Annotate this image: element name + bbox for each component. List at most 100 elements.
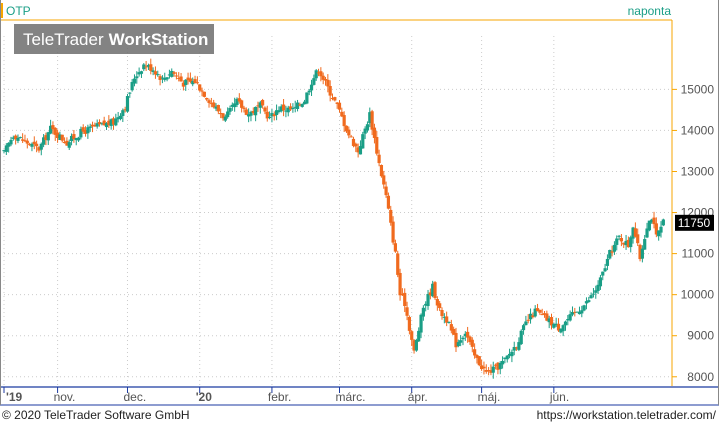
candle-body bbox=[538, 309, 542, 313]
x-tick-label: '19 bbox=[6, 390, 23, 404]
candle-body bbox=[461, 337, 465, 340]
candle-body bbox=[505, 355, 509, 360]
candle-body bbox=[268, 116, 272, 118]
candle-body bbox=[351, 138, 356, 146]
candle-body bbox=[48, 125, 53, 134]
candle-body bbox=[44, 135, 48, 140]
candle-body bbox=[177, 77, 181, 79]
candle-body bbox=[30, 143, 34, 147]
candle-body bbox=[326, 79, 330, 87]
candle-body bbox=[612, 244, 617, 252]
candle-body bbox=[118, 115, 123, 120]
x-tick-label: márc. bbox=[335, 390, 365, 404]
candle-body bbox=[535, 308, 540, 312]
y-tick-label: 10000 bbox=[681, 288, 715, 302]
x-tick-label: dec. bbox=[123, 390, 146, 404]
candle-body bbox=[100, 122, 104, 124]
x-tick-label: nov. bbox=[54, 390, 76, 404]
candle-body bbox=[403, 292, 407, 307]
candle-body bbox=[32, 141, 36, 145]
candle-body bbox=[184, 79, 188, 86]
candle-body bbox=[608, 250, 612, 259]
x-tick-label: '20 bbox=[196, 390, 213, 404]
candle-body bbox=[333, 97, 337, 101]
candle-body bbox=[114, 118, 118, 126]
candle-body bbox=[316, 72, 321, 74]
candle-body bbox=[277, 110, 281, 113]
candle-body bbox=[265, 111, 269, 119]
candle-body bbox=[629, 237, 633, 248]
candle-body bbox=[438, 303, 442, 309]
candle-body bbox=[370, 111, 374, 130]
candle-body bbox=[647, 220, 651, 231]
candle-body bbox=[540, 314, 544, 316]
candle-body bbox=[414, 339, 418, 351]
candle-body bbox=[596, 284, 600, 291]
teletrader-watermark: TeleTrader WorkStation bbox=[14, 24, 214, 54]
candle-body bbox=[636, 234, 640, 244]
candle-body bbox=[405, 307, 409, 316]
candle-body bbox=[554, 323, 558, 326]
candle-body bbox=[570, 311, 575, 315]
y-tick-label: 9000 bbox=[687, 329, 714, 343]
candle-body bbox=[125, 96, 130, 112]
candle-body bbox=[86, 127, 90, 134]
candle-body bbox=[328, 86, 332, 96]
candle-body bbox=[412, 340, 416, 351]
candle-body bbox=[482, 366, 486, 369]
candle-body bbox=[484, 370, 488, 372]
gridlines bbox=[0, 36, 672, 386]
candle-body bbox=[480, 365, 484, 370]
candle-body bbox=[226, 111, 230, 118]
candle-body bbox=[419, 314, 423, 333]
candle-body bbox=[21, 139, 25, 141]
footer-url[interactable]: https://workstation.teletrader.com/ bbox=[536, 408, 716, 422]
candle-body bbox=[426, 294, 430, 307]
candle-body bbox=[160, 77, 165, 79]
candle-body bbox=[181, 82, 185, 87]
candle-body bbox=[165, 77, 169, 80]
x-axis-ticks: '19 nov. dec. '20 febr. márc. ápr. máj. jún. bbox=[3, 387, 569, 404]
candle-body bbox=[172, 72, 176, 74]
candle-body bbox=[9, 139, 13, 145]
candle-body bbox=[60, 134, 64, 141]
candle-body bbox=[121, 110, 125, 117]
candle-body bbox=[591, 293, 596, 295]
candle-body bbox=[128, 92, 132, 94]
candle-body bbox=[330, 98, 335, 100]
candle-body bbox=[521, 325, 526, 331]
candle-body bbox=[240, 100, 244, 108]
candle-body bbox=[417, 330, 421, 342]
candle-body bbox=[81, 127, 85, 132]
candle-body bbox=[344, 125, 349, 132]
candle-body bbox=[580, 310, 584, 314]
candle-body bbox=[207, 100, 211, 103]
candle-body bbox=[14, 135, 18, 140]
candle-body bbox=[354, 143, 358, 147]
candle-body bbox=[4, 145, 8, 152]
candle-body bbox=[286, 107, 290, 113]
candle-body bbox=[463, 333, 467, 337]
candle-body bbox=[337, 102, 342, 110]
candle-body bbox=[2, 150, 6, 152]
period-label: naponta bbox=[628, 4, 672, 18]
candle-body bbox=[491, 366, 495, 373]
candle-body bbox=[659, 226, 663, 233]
candle-body bbox=[146, 65, 151, 67]
candle-body bbox=[510, 351, 514, 357]
candle-body bbox=[610, 251, 614, 253]
candle-body bbox=[587, 300, 591, 303]
candle-body bbox=[191, 81, 195, 85]
candle-body bbox=[69, 135, 74, 142]
candle-body bbox=[321, 75, 325, 80]
candle-body bbox=[447, 321, 451, 323]
candle-body bbox=[130, 82, 134, 91]
candle-body bbox=[526, 319, 530, 321]
candle-body bbox=[293, 106, 297, 108]
candle-body bbox=[74, 137, 78, 141]
candle-body bbox=[626, 239, 630, 248]
candle-body bbox=[28, 144, 32, 146]
candle-body bbox=[598, 277, 603, 287]
candle-body bbox=[279, 106, 283, 112]
candle-body bbox=[519, 330, 523, 345]
